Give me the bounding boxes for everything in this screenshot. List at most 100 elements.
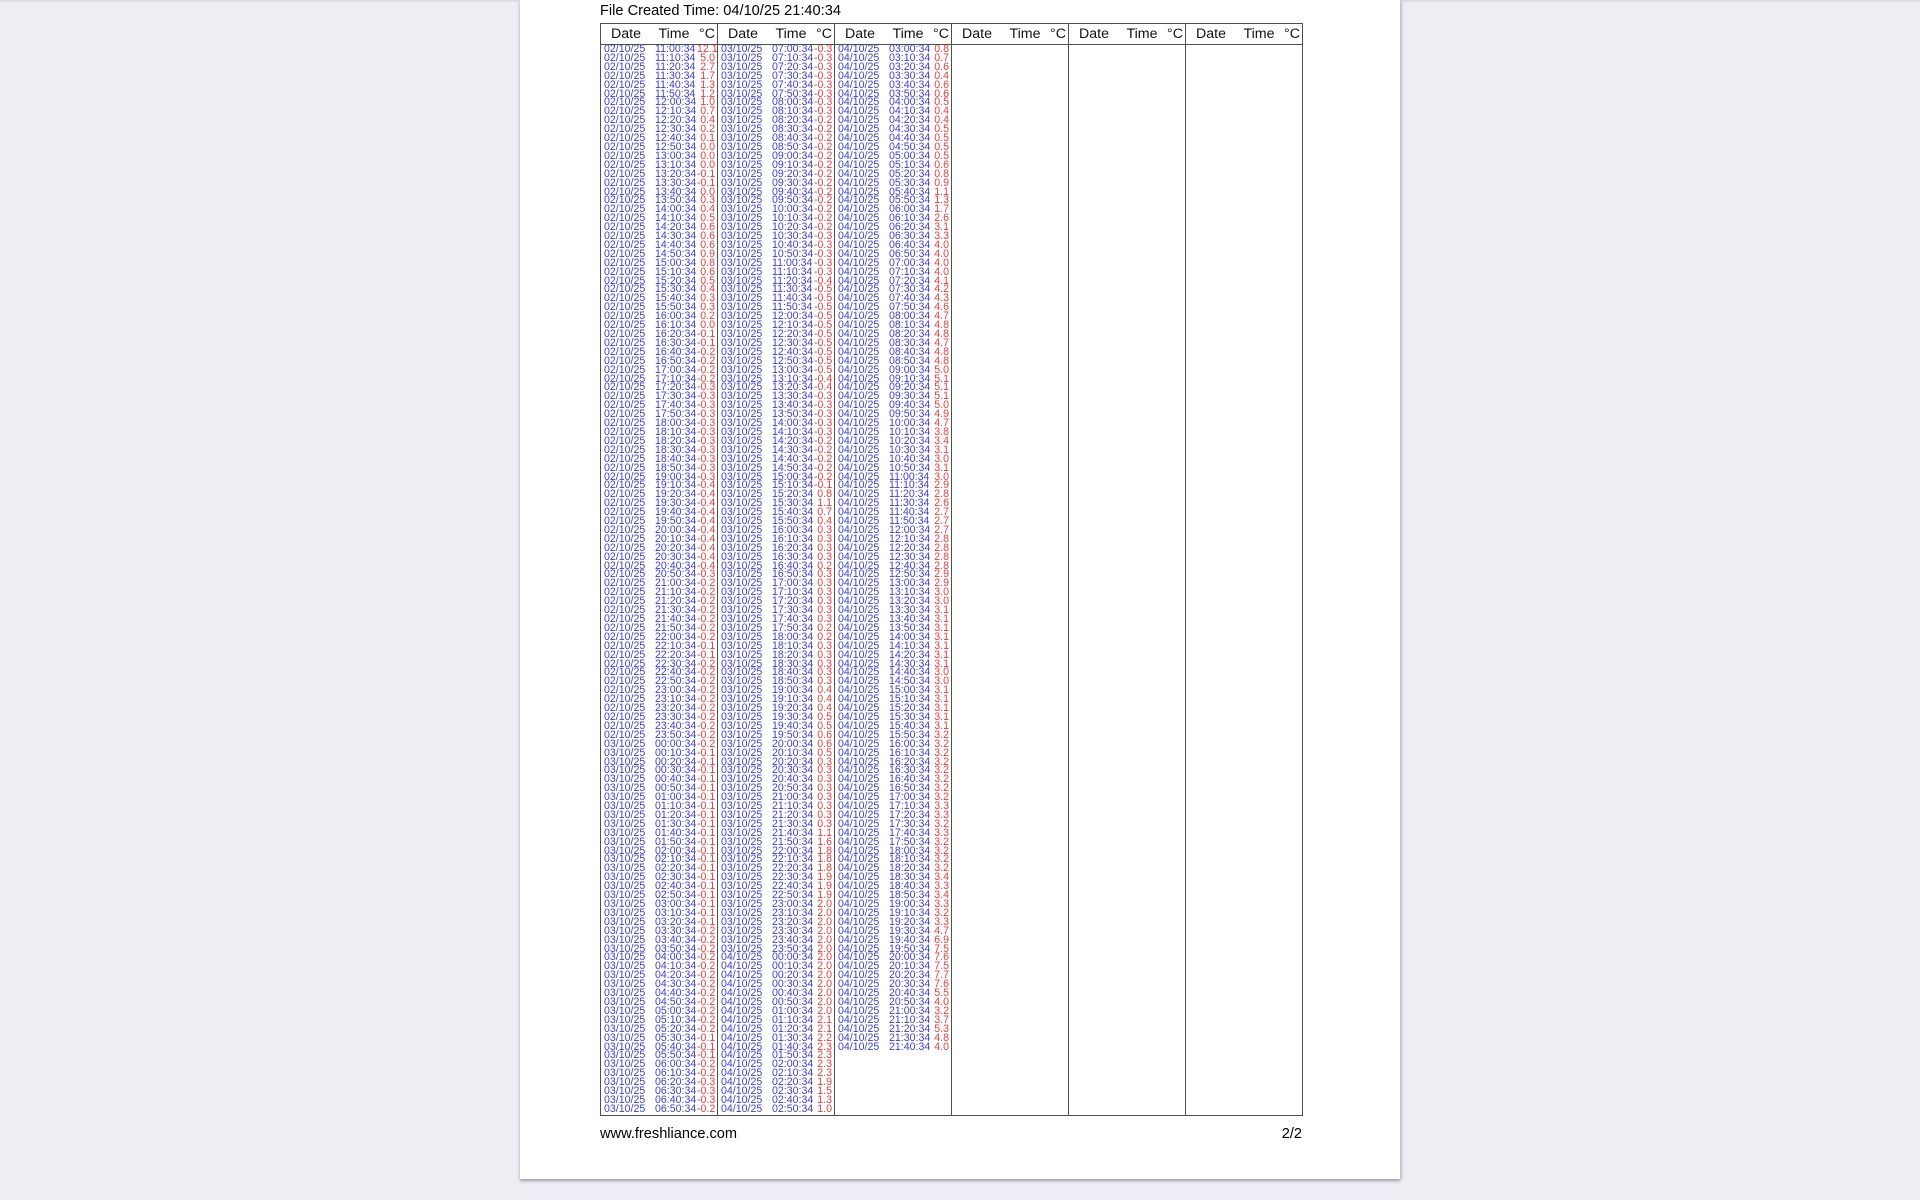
cell-date: 04/10/25 [838, 1022, 880, 1035]
cell-time: 17:30:34 [889, 817, 931, 830]
cell-time: 05:30:34 [655, 1031, 697, 1044]
cell-date: 02/10/25 [604, 185, 646, 198]
cell-date: 04/10/25 [838, 559, 880, 572]
table-row: 04/10/25 13:10:34 3.0 [835, 587, 951, 597]
table-row: 02/10/25 13:00:34 0.0 [601, 151, 717, 161]
cell-time: 10:20:34 [772, 221, 814, 234]
cell-temperature: -0.3 [814, 265, 833, 278]
cell-time: 03:00:34 [655, 898, 697, 910]
cell-temperature: 2.6 [934, 497, 949, 510]
cell-temperature: 4.1 [934, 274, 949, 287]
cell-temperature: -0.4 [697, 506, 716, 519]
cell-time: 21:00:34 [889, 1004, 931, 1017]
cell-date: 04/10/25 [838, 1004, 880, 1017]
cell-time: 15:10:34 [889, 693, 931, 706]
cell-time: 16:10:34 [772, 532, 814, 545]
table-row: 03/10/25 01:20:34 -0.1 [601, 808, 717, 821]
cell-date: 03/10/25 [721, 256, 763, 269]
header-time-label: Time [658, 26, 690, 42]
cell-date: 03/10/25 [721, 506, 763, 519]
cell-time: 05:50:34 [655, 1049, 697, 1062]
table-row: 04/10/25 16:10:34 3.2 [835, 747, 951, 757]
cell-time: 18:30:34 [655, 443, 697, 456]
cell-time: 19:30:34 [772, 710, 814, 723]
cell-date: 03/10/25 [721, 621, 763, 634]
cell-time: 20:50:34 [889, 995, 931, 1008]
cell-temperature: 4.8 [934, 1031, 949, 1044]
cell-temperature: 7.6 [934, 951, 949, 964]
cell-temperature: -0.2 [814, 140, 833, 153]
cell-date: 03/10/25 [721, 60, 763, 73]
table-row: 04/10/25 13:20:34 3.0 [835, 596, 951, 606]
cell-time: 08:00:34 [889, 310, 931, 323]
table-row: 03/10/25 03:10:34 -0.1 [601, 908, 717, 918]
cell-date: 02/10/25 [604, 247, 646, 260]
table-row: 04/10/25 19:30:34 4.7 [835, 925, 951, 935]
cell-time: 23:20:34 [655, 702, 697, 715]
cell-temperature: -0.3 [697, 434, 716, 447]
cell-date: 04/10/25 [838, 906, 880, 919]
column-group-header: Date Time °C [835, 24, 951, 45]
cell-time: 03:30:34 [889, 69, 931, 82]
cell-time: 17:40:34 [889, 826, 931, 839]
table-row: 02/10/25 18:40:34 -0.3 [601, 453, 717, 463]
table-row: 03/10/25 03:40:34 -0.2 [601, 934, 717, 944]
cell-time: 01:20:34 [655, 808, 697, 821]
table-row: 03/10/25 18:20:34 0.3 [718, 649, 834, 659]
table-row: 03/10/25 06:30:34 -0.3 [601, 1086, 717, 1096]
cell-time: 14:50:34 [772, 461, 814, 474]
cell-date: 02/10/25 [604, 212, 646, 225]
cell-temperature: 4.0 [934, 1040, 949, 1053]
table-row: 02/10/25 11:10:34 5.0 [601, 53, 717, 63]
cell-time: 10:40:34 [772, 238, 814, 251]
table-row: 02/10/25 23:50:34 -0.2 [601, 730, 717, 740]
cell-temperature: -0.3 [697, 399, 716, 412]
cell-temperature: 0.4 [700, 203, 715, 216]
cell-date: 04/10/25 [838, 648, 880, 661]
table-row: 03/10/25 09:40:34 -0.2 [718, 186, 834, 196]
cell-date: 04/10/25 [838, 230, 880, 243]
cell-time: 02:30:34 [655, 871, 697, 884]
cell-time: 12:10:34 [772, 319, 814, 332]
cell-temperature: 1.0 [700, 96, 715, 109]
table-row: 04/10/25 11:40:34 2.7 [835, 507, 951, 517]
cell-date: 04/10/25 [721, 1013, 763, 1026]
cell-time: 16:00:34 [889, 737, 931, 750]
table-row: 03/10/25 05:30:34 -0.1 [601, 1031, 717, 1044]
table-row: 04/10/25 15:40:34 3.1 [835, 721, 951, 731]
cell-temperature: 3.2 [934, 853, 949, 866]
cell-time: 17:50:34 [655, 408, 697, 421]
cell-time: 11:30:34 [889, 497, 930, 510]
table-row: 03/10/25 07:50:34 -0.3 [718, 88, 834, 98]
cell-time: 04:00:34 [655, 951, 697, 964]
table-row: 04/10/25 14:30:34 3.1 [835, 658, 951, 668]
cell-temperature: -0.2 [697, 969, 716, 982]
cell-time: 22:00:34 [655, 630, 697, 643]
cell-temperature: 3.2 [934, 728, 949, 741]
cell-date: 04/10/25 [721, 1085, 763, 1098]
cell-date: 03/10/25 [721, 808, 763, 821]
table-row: 04/10/25 05:40:34 1.1 [835, 186, 951, 196]
cell-date: 03/10/25 [604, 844, 646, 857]
cell-date: 02/10/25 [604, 408, 646, 421]
cell-date: 04/10/25 [721, 1022, 763, 1035]
cell-time: 09:10:34 [889, 372, 931, 385]
cell-temperature: -0.5 [814, 283, 833, 296]
cell-time: 12:10:34 [655, 105, 697, 118]
table-row: 04/10/25 10:50:34 3.1 [835, 462, 951, 472]
cell-temperature: 1.6 [817, 835, 832, 848]
cell-temperature: -0.2 [697, 978, 716, 991]
table-row: 02/10/25 22:00:34 -0.2 [601, 630, 717, 643]
cell-temperature: 0.4 [934, 69, 949, 82]
table-row: 03/10/25 06:00:34 -0.2 [601, 1059, 717, 1069]
cell-date: 03/10/25 [721, 212, 763, 225]
table-row: 04/10/25 19:20:34 3.3 [835, 917, 951, 927]
cell-time: 13:10:34 [772, 372, 814, 385]
cell-temperature: 0.6 [934, 158, 949, 171]
table-row: 03/10/25 23:00:34 2.0 [718, 899, 834, 909]
cell-temperature: 1.3 [934, 194, 949, 207]
table-row: 03/10/25 20:50:34 0.3 [718, 783, 834, 793]
table-row: 02/10/25 20:50:34 -0.3 [601, 569, 717, 579]
cell-temperature: 0.8 [700, 256, 715, 269]
cell-time: 16:30:34 [889, 764, 931, 777]
